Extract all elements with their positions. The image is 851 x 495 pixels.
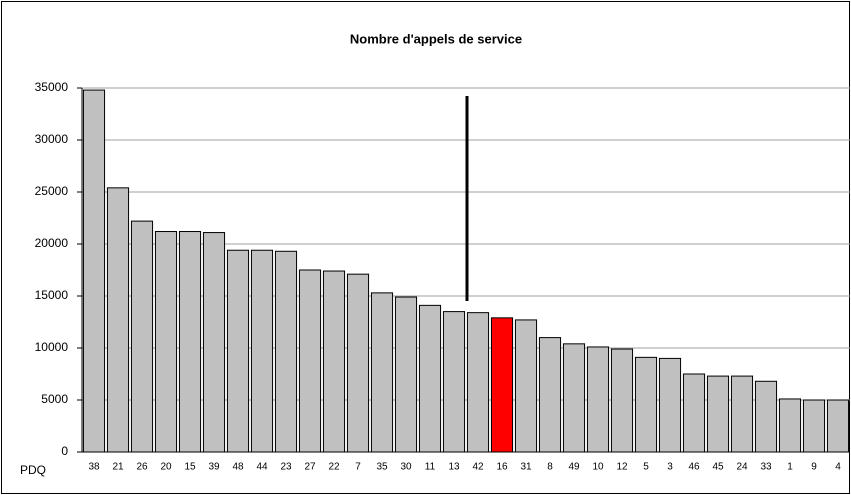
x-tick-label: 49 — [568, 462, 580, 473]
bar — [658, 357, 682, 453]
bar — [490, 317, 514, 453]
x-tick-label: 45 — [712, 462, 724, 473]
x-tick-label: 15 — [184, 462, 196, 473]
bar — [418, 304, 442, 453]
bar — [538, 337, 562, 453]
bar — [514, 319, 538, 453]
x-tick-label: 1 — [787, 462, 793, 473]
bar — [778, 398, 802, 453]
x-tick-label: 31 — [520, 462, 532, 473]
bar — [322, 270, 346, 453]
y-tick-label: 10000 — [35, 340, 69, 354]
x-tick-label: 46 — [688, 462, 700, 473]
x-tick-label: 10 — [592, 462, 604, 473]
bar — [706, 375, 730, 453]
x-tick-label: 7 — [355, 462, 361, 473]
bar — [130, 220, 154, 453]
x-tick-label: 35 — [376, 462, 388, 473]
bar — [754, 380, 778, 453]
x-tick-label: 24 — [736, 462, 748, 473]
x-tick-label: 8 — [547, 462, 553, 473]
bar — [610, 348, 634, 453]
y-tick-label: 30000 — [35, 132, 69, 146]
bar — [466, 312, 490, 453]
bar — [442, 311, 466, 453]
bar — [106, 187, 130, 453]
bar — [634, 356, 658, 453]
bar — [82, 89, 106, 453]
y-tick-label: 5000 — [41, 392, 68, 406]
chart-title: Nombre d'appels de service — [350, 31, 522, 46]
bar — [250, 249, 274, 453]
bar — [346, 273, 370, 453]
bar — [298, 269, 322, 453]
x-tick-label: 20 — [160, 462, 172, 473]
bar — [274, 250, 298, 453]
x-tick-label: 4 — [835, 462, 841, 473]
x-tick-label: 21 — [112, 462, 124, 473]
bar — [394, 296, 418, 453]
x-tick-label: 11 — [425, 462, 436, 473]
x-tick-label: 26 — [136, 462, 148, 473]
bar — [802, 399, 826, 453]
x-tick-label: 5 — [643, 462, 649, 473]
x-tick-label: 30 — [400, 462, 412, 473]
bar — [370, 292, 394, 453]
x-tick-label: 27 — [304, 462, 316, 473]
x-tick-label: 13 — [448, 462, 460, 473]
bar — [202, 232, 226, 453]
bar — [730, 375, 754, 453]
x-tick-label: 44 — [256, 462, 268, 473]
x-axis-label: PDQ — [20, 463, 46, 477]
bar — [682, 373, 706, 453]
x-tick-label: 39 — [208, 462, 220, 473]
y-tick-label: 20000 — [35, 236, 69, 250]
bar — [586, 346, 610, 453]
y-tick-label: 25000 — [35, 184, 69, 198]
y-tick-label: 15000 — [35, 288, 69, 302]
x-tick-label: 33 — [760, 462, 772, 473]
bar — [826, 399, 850, 453]
x-tick-label: 48 — [232, 462, 244, 473]
x-tick-label: 38 — [88, 462, 100, 473]
y-tick-label: 0 — [61, 444, 68, 458]
y-tick-label: 35000 — [35, 80, 69, 94]
x-tick-label: 12 — [616, 462, 628, 473]
bar — [154, 231, 178, 453]
bar — [178, 231, 202, 453]
bar — [562, 343, 586, 453]
x-tick-label: 42 — [472, 462, 484, 473]
x-tick-label: 3 — [667, 462, 673, 473]
x-tick-label: 22 — [328, 462, 340, 473]
x-tick-label: 9 — [811, 462, 817, 473]
bar — [226, 249, 250, 453]
x-tick-label: 16 — [496, 462, 508, 473]
x-tick-label: 23 — [280, 462, 292, 473]
